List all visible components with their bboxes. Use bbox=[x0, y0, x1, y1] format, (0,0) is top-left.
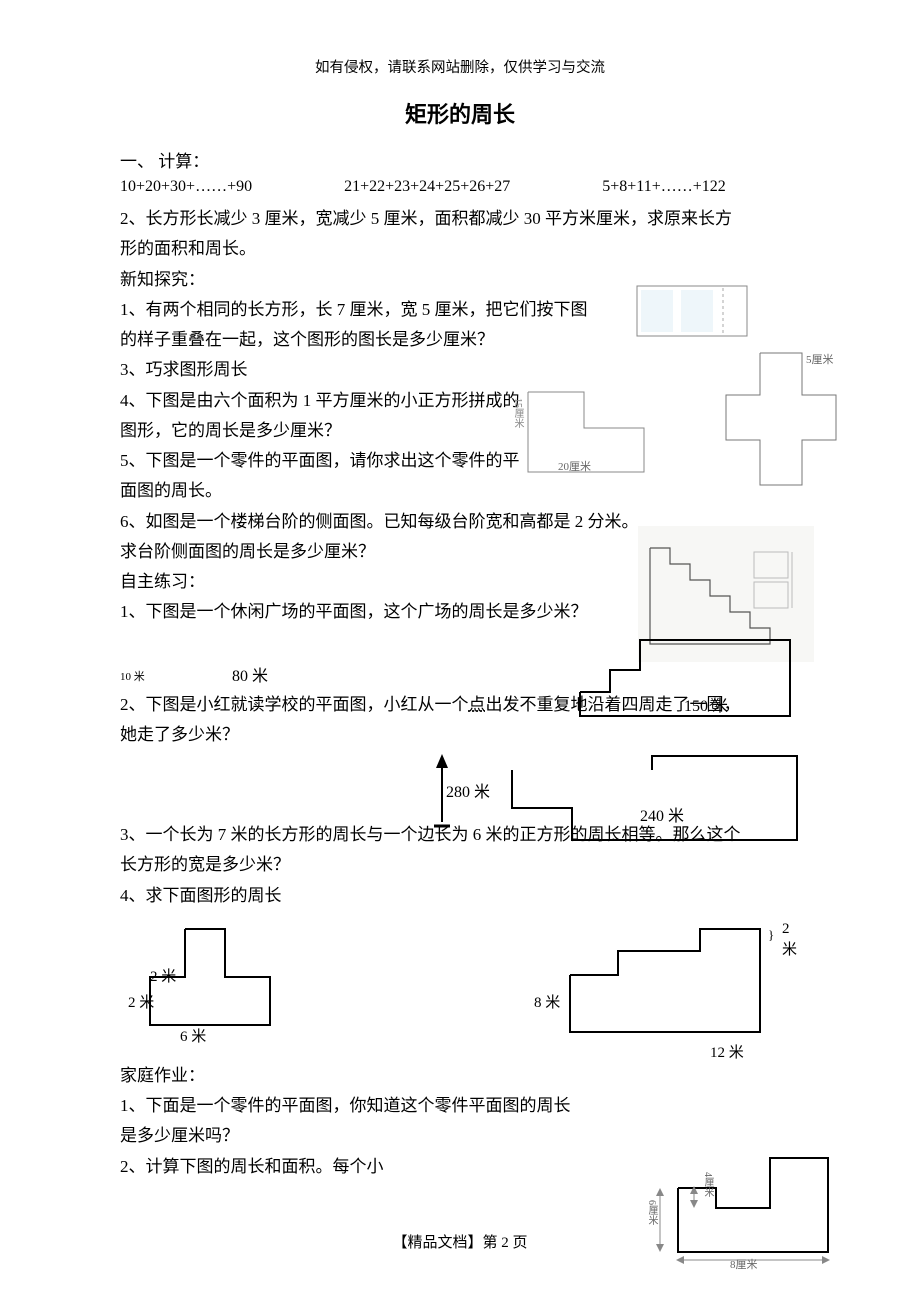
label-2m-top: 2 米 bbox=[150, 965, 176, 986]
q-xz6-line1: 6、如图是一个楼梯台阶的侧面图。已知每级台阶宽和高都是 2 分米。 bbox=[120, 507, 800, 537]
hw2-line: 2、计算下图的周长和面积。每个小 bbox=[120, 1152, 800, 1182]
copyright-notice: 如有侵权，请联系网站删除，仅供学习与交流 bbox=[120, 56, 800, 77]
label-2m-right: 2 米 bbox=[782, 921, 800, 959]
q-xz1-line1: 1、有两个相同的长方形，长 7 厘米，宽 5 厘米，把它们按下图 bbox=[120, 295, 800, 325]
label-80m: 80 米 bbox=[232, 662, 268, 686]
spacing-row-1: 10 米 80 米 bbox=[120, 628, 800, 690]
q-zz4: 4、求下面图形的周长 bbox=[120, 881, 800, 911]
q-xz5-line1: 5、下图是一个零件的平面图，请你求出这个零件的平 bbox=[120, 446, 800, 476]
step-shape-right-svg: } bbox=[550, 917, 790, 1057]
label-5cm: 5厘米 bbox=[806, 351, 834, 367]
q-zz2-line2: 她走了多少米？ bbox=[120, 720, 800, 750]
q-zz3-line1: 3、一个长为 7 米的长方形的周长与一个边长为 6 米的正方形的周长相等。那么这… bbox=[120, 820, 800, 850]
label-2m-side: 2 米 bbox=[128, 991, 154, 1012]
equation-c: 5+8+11+……+122 bbox=[602, 178, 726, 196]
q-zz1: 1、下图是一个休闲广场的平面图，这个广场的周长是多少米？ bbox=[120, 597, 800, 627]
label-6cm: 6厘米 bbox=[644, 1200, 659, 1225]
q-zz2-prefix: 2、下图是小红就读学校的平面图，小红从一个 bbox=[120, 695, 469, 714]
label-240m: 240 米 bbox=[640, 802, 684, 826]
page-footer: 【精品文档】第 2 页 bbox=[120, 1231, 800, 1252]
label-8m-right: 8 米 bbox=[534, 991, 560, 1012]
q-xz4-line1: 4、下图是由六个面积为 1 平方厘米的小正方形拼成的 bbox=[120, 386, 800, 416]
subhead-zizhu: 自主练习： bbox=[120, 567, 800, 597]
subhead-xinzhi: 新知探究： bbox=[120, 265, 800, 295]
t-shape-left-svg bbox=[130, 917, 330, 1057]
label-6m-bottom: 6 米 bbox=[180, 1025, 206, 1046]
doc-title: 矩形的周长 bbox=[120, 97, 800, 129]
q-zz2-point: 点 bbox=[469, 695, 486, 714]
q2-line1: 2、长方形长减少 3 厘米，宽减少 5 厘米，面积都减少 30 平方米厘米，求原… bbox=[120, 204, 800, 234]
q2-line2: 形的面积和周长。 bbox=[120, 234, 800, 264]
equation-b: 21+22+23+24+25+26+27 bbox=[344, 178, 510, 196]
label-280m: 280 米 bbox=[446, 778, 490, 802]
section-1-heading: 一、 计算： bbox=[120, 147, 800, 172]
q-zz2-suffix: 出发不重复地沿着四周走了一圈， bbox=[486, 695, 741, 714]
label-10m: 10 米 bbox=[120, 668, 145, 684]
figure-row-4: 2 米 2 米 6 米 } 2 米 8 米 12 米 bbox=[120, 911, 800, 1061]
q-xz6-line2: 求台阶侧面图的周长是多少厘米？ bbox=[120, 537, 800, 567]
q-xz5-line2: 面图的周长。 bbox=[120, 476, 800, 506]
svg-text:}: } bbox=[768, 927, 774, 942]
school-diagram-labels: 280 米 240 米 bbox=[120, 750, 800, 820]
q-xz4-line2: 图形，它的周长是多少厘米？ bbox=[120, 416, 800, 446]
label-12m-right: 12 米 bbox=[710, 1041, 744, 1062]
q-xz3: 3、巧求图形周长 bbox=[120, 355, 800, 385]
q-zz3-line2: 长方形的宽是多少米？ bbox=[120, 850, 800, 880]
hw1-line1: 1、下面是一个零件的平面图，你知道这个零件平面图的周长 bbox=[120, 1091, 800, 1121]
q-xz1-line2: 的样子重叠在一起，这个图形的图长是多少厘米？ bbox=[120, 325, 800, 355]
equation-a: 10+20+30+……+90 bbox=[120, 178, 252, 196]
equation-row: 10+20+30+……+90 21+22+23+24+25+26+27 5+8+… bbox=[120, 178, 800, 196]
label-8cm: 8厘米 bbox=[730, 1256, 758, 1272]
q-zz2-line1: 2、下图是小红就读学校的平面图，小红从一个点出发不重复地沿着四周走了一圈， bbox=[120, 690, 800, 720]
hw1-line2: 是多少厘米吗？ bbox=[120, 1121, 800, 1151]
subhead-homework: 家庭作业： bbox=[120, 1061, 800, 1091]
